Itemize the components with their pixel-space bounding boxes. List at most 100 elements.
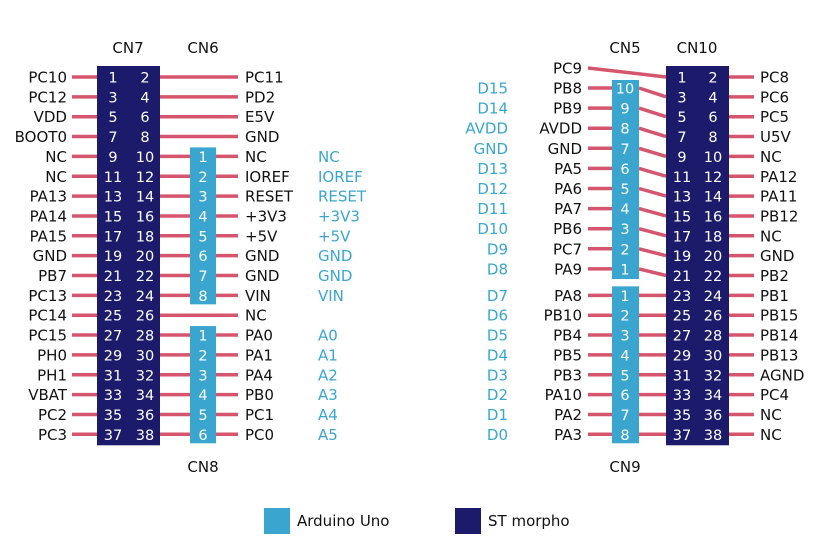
cn10-right-signal: NC xyxy=(760,426,782,444)
cn7-odd-pin-number: 27 xyxy=(104,329,122,345)
cn9-pin-number: 5 xyxy=(620,368,629,384)
cn10-even-pin-number: 8 xyxy=(708,130,717,146)
cn9-arduino-label: D5 xyxy=(487,327,508,345)
cn10-left-pin-line xyxy=(638,166,667,178)
cn7-left-signal: PA14 xyxy=(30,207,67,225)
cn7-even-pin-number: 34 xyxy=(136,388,154,404)
cn6-block xyxy=(190,147,216,305)
cn7-even-pin-number: 10 xyxy=(136,150,154,166)
cn6-pin-number: 7 xyxy=(198,269,207,285)
cn8-arduino-label: A2 xyxy=(318,366,338,384)
cn10-odd-pin-number: 17 xyxy=(673,229,691,245)
cn8-arduino-label: A5 xyxy=(318,426,338,444)
cn10-even-pin-number: 14 xyxy=(704,190,722,206)
cn10-left-signal: PC9 xyxy=(553,60,582,78)
cn6-pin-number: 5 xyxy=(198,229,207,245)
cn7-left-signal: VBAT xyxy=(28,386,68,404)
cn5-arduino-label: D11 xyxy=(477,200,508,218)
cn7-left-signal: PC14 xyxy=(28,307,67,325)
cn10-left-signal: PB10 xyxy=(544,307,582,325)
cn8-pin-number: 1 xyxy=(198,329,207,345)
cn10-even-pin-number: 18 xyxy=(704,229,722,245)
cn7-right-signal: PD2 xyxy=(245,88,275,106)
cn5-pin-number: 4 xyxy=(620,202,629,218)
cn8-title: CN8 xyxy=(187,458,218,476)
cn9-pin-number: 4 xyxy=(620,348,629,364)
cn9-pin-number: 3 xyxy=(620,329,629,345)
cn9-arduino-label: D6 xyxy=(487,307,508,325)
cn7-odd-pin-number: 11 xyxy=(104,170,122,186)
cn7-left-signal: GND xyxy=(33,247,67,265)
cn10-even-pin-number: 24 xyxy=(704,289,722,305)
cn10-even-pin-number: 28 xyxy=(704,329,722,345)
cn5-pin-number: 8 xyxy=(620,122,629,138)
cn10-even-pin-number: 2 xyxy=(708,71,717,87)
cn10-left-pin-line xyxy=(638,206,667,218)
cn10-odd-pin-number: 37 xyxy=(673,428,691,444)
cn7-odd-pin-number: 1 xyxy=(108,71,117,87)
cn10-block xyxy=(666,66,729,446)
cn10-even-pin-number: 10 xyxy=(704,150,722,166)
cn5-pin-number: 3 xyxy=(620,222,629,238)
cn9-arduino-label: D1 xyxy=(487,406,508,424)
cn7-title: CN7 xyxy=(112,39,143,57)
cn5-pin-number: 5 xyxy=(620,182,629,198)
cn7-odd-pin-number: 21 xyxy=(104,269,122,285)
cn7-right-signal: NC xyxy=(245,307,267,325)
cn7-left-signal: PC15 xyxy=(28,327,67,345)
cn10-right-signal: PC4 xyxy=(760,386,789,404)
cn10-left-pin-line xyxy=(638,227,667,238)
cn10-even-pin-number: 34 xyxy=(704,388,722,404)
cn5-pin-number: 6 xyxy=(620,162,629,178)
cn7-left-signal: PH1 xyxy=(37,366,67,384)
cn10-left-signal: PB3 xyxy=(553,366,582,384)
cn7-right-signal: +5V xyxy=(245,227,278,245)
cn7-odd-pin-number: 29 xyxy=(104,348,122,364)
cn7-even-pin-number: 28 xyxy=(136,329,154,345)
cn10-even-pin-number: 4 xyxy=(708,90,717,106)
cn8-block xyxy=(190,326,216,444)
cn9-arduino-label: D7 xyxy=(487,287,508,305)
cn10-left-pin-line xyxy=(638,247,667,258)
cn10-odd-pin-number: 3 xyxy=(677,90,686,106)
cn7-even-pin-number: 24 xyxy=(136,289,154,305)
pin-lines xyxy=(72,66,754,437)
cn5-arduino-label: GND xyxy=(474,140,508,158)
cn7-even-pin-number: 2 xyxy=(140,71,149,87)
cn6-arduino-label: NC xyxy=(318,148,340,166)
cn8-arduino-label: A4 xyxy=(318,406,338,424)
cn7-right-signal: PC0 xyxy=(245,426,274,444)
cn10-right-signal: GND xyxy=(760,247,794,265)
cn6-pin-number: 3 xyxy=(198,190,207,206)
cn6-arduino-label: VIN xyxy=(318,287,344,305)
cn5-arduino-label: D13 xyxy=(477,160,508,178)
cn10-right-signal: NC xyxy=(760,148,782,166)
cn7-left-signal: PA13 xyxy=(30,188,67,206)
cn8-pin-number: 5 xyxy=(198,408,207,424)
cn10-right-signal: PA11 xyxy=(760,188,797,206)
cn6-pin-number: 6 xyxy=(198,249,207,265)
cn10-odd-pin-number: 19 xyxy=(673,249,691,265)
cn9-title: CN9 xyxy=(609,458,640,476)
cn10-left-signal: PA5 xyxy=(554,160,582,178)
cn7-right-signal: IOREF xyxy=(245,168,290,186)
cn7-even-pin-number: 26 xyxy=(136,309,154,325)
cn7-left-signal: PC13 xyxy=(28,287,67,305)
cn10-left-pin-line xyxy=(638,106,667,119)
cn8-pin-number: 6 xyxy=(198,428,207,444)
cn10-even-pin-number: 16 xyxy=(704,209,722,225)
cn5-pin-number: 10 xyxy=(616,82,634,98)
cn6-title: CN6 xyxy=(187,39,218,57)
cn10-right-signal: PB1 xyxy=(760,287,789,305)
cn7-right-signal: E5V xyxy=(245,108,275,126)
cn10-right-signal: U5V xyxy=(760,128,792,146)
cn6-pin-number: 4 xyxy=(198,209,207,225)
legend-morpho-swatch xyxy=(455,508,481,534)
cn5-arduino-label: D8 xyxy=(487,260,508,278)
cn10-even-pin-number: 6 xyxy=(708,110,717,126)
legend-morpho-label: ST morpho xyxy=(488,512,570,530)
cn10-left-signal: PA8 xyxy=(554,287,582,305)
cn10-left-signal: PB8 xyxy=(553,80,582,98)
